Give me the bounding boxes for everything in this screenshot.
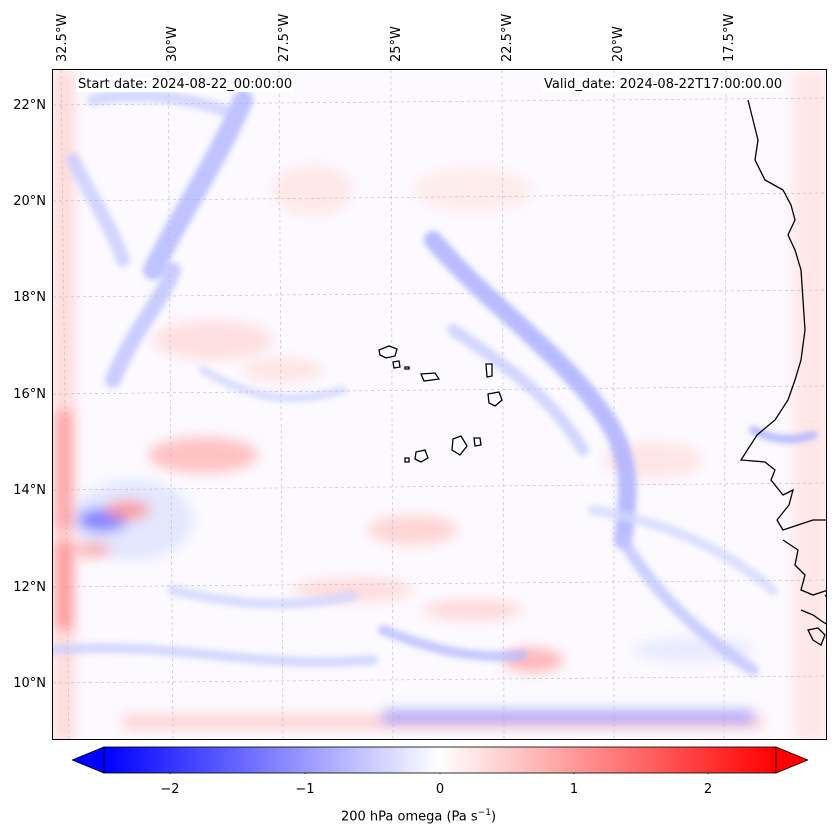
colorbar-tick-2: 2	[703, 782, 713, 797]
lat-label-18n: 18°N	[13, 290, 46, 305]
field-smooth-patches	[53, 70, 826, 739]
lat-label-10n: 10°N	[13, 676, 46, 691]
colorbar-ticks	[169, 773, 709, 774]
valid-date-label: Valid_date: 2024-08-22T17:00:00.00	[542, 77, 785, 92]
lon-label-27-5w: 27.5°W	[277, 13, 292, 62]
lon-label-30w: 30°W	[165, 26, 180, 62]
colorbar-tick-neg1: −1	[295, 782, 315, 797]
colorbar-tick-neg2: −2	[160, 782, 180, 797]
lon-label-25w: 25°W	[389, 26, 404, 62]
colorbar-gradient	[103, 746, 777, 774]
lon-label-22-5w: 22.5°W	[500, 13, 515, 62]
lat-label-20n: 20°N	[13, 194, 46, 209]
lat-label-14n: 14°N	[13, 483, 46, 498]
omega-field-map	[53, 70, 826, 739]
field-blue-bands	[53, 89, 817, 676]
colorbar-title-close: )	[490, 809, 497, 825]
cape-verde-islands	[378, 345, 503, 463]
lon-label-20w: 20°W	[611, 26, 626, 62]
west-africa-coastline	[739, 99, 826, 646]
colorbar-title: 200 hPa omega (Pa s−1)	[0, 808, 837, 824]
colorbar-title-text: 200 hPa omega (Pa s	[340, 809, 478, 825]
map-gridlines	[53, 70, 826, 739]
lon-label-32-5w: 32.5°W	[55, 13, 70, 62]
start-date-label: Start date: 2024-08-22_00:00:00	[76, 77, 295, 92]
colorbar-tick-1: 1	[569, 782, 579, 797]
colorbar	[72, 746, 808, 774]
lat-label-16n: 16°N	[13, 387, 46, 402]
colorbar-extend-min	[72, 746, 105, 774]
colorbar-extend-max	[775, 746, 808, 774]
colorbar-title-exponent: −1	[477, 808, 491, 818]
colorbar-tick-0: 0	[435, 782, 445, 797]
lon-label-17-5w: 17.5°W	[722, 13, 737, 62]
lat-label-12n: 12°N	[13, 580, 46, 595]
lat-label-22n: 22°N	[13, 98, 46, 113]
map-panel	[52, 69, 827, 740]
